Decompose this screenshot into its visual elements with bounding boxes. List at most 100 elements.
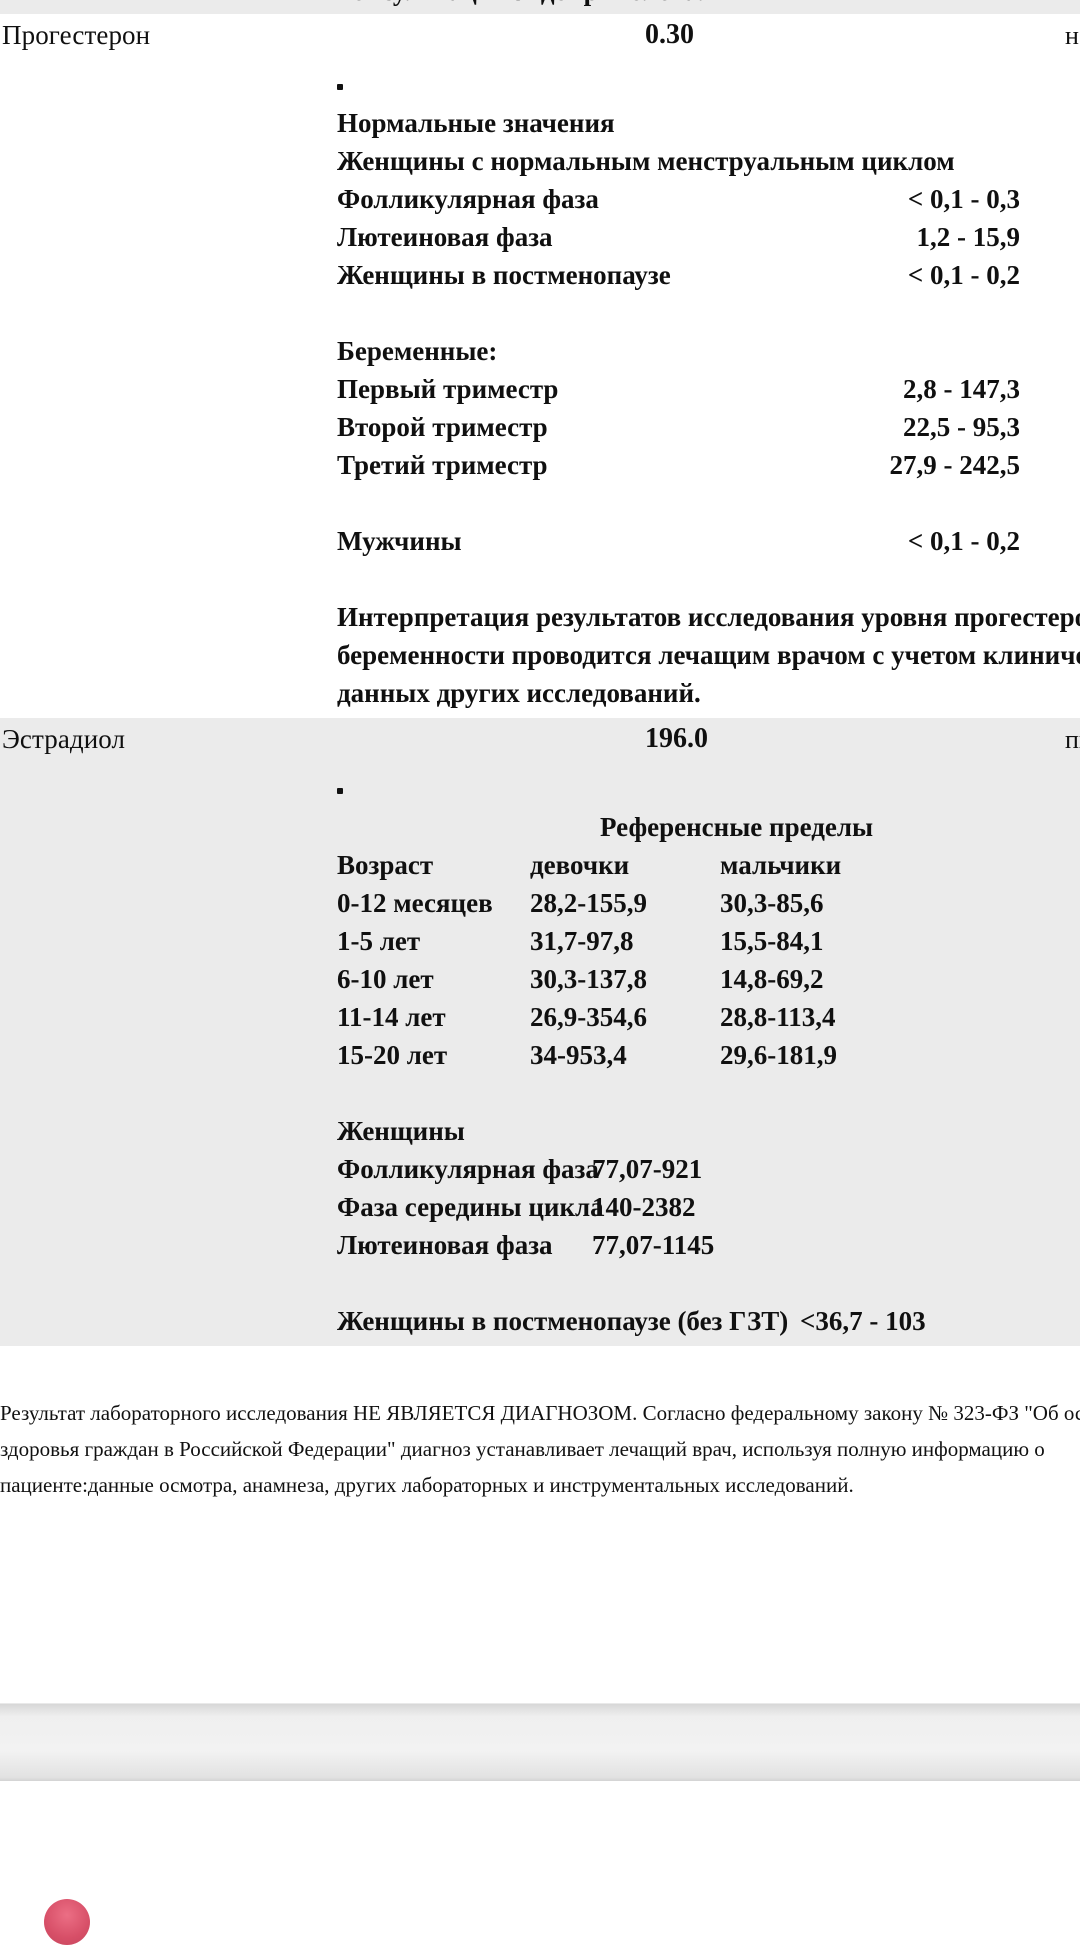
analyte-units: н [1065,21,1079,50]
comment-text-line: Нормальные значения [0,104,1080,142]
boys-cell: 14,8-69,2 [720,964,824,994]
clipped-top-text: консультация эндокринолога. [337,0,704,7]
comment-label: беременности проводится лечащим врачом с… [337,640,1080,670]
reference-range-row: Фолликулярная фаза 77,07-921 [0,1150,1080,1188]
comment-text-line: Беременные: [0,332,1080,370]
age-cell: 0-12 месяцев [337,888,493,918]
reference-range-value: 27,9 - 242,5 [889,450,1021,480]
disclaimer-line-1: Результат лабораторного исследования НЕ … [0,1401,1080,1425]
comment-label: Женщины [337,1116,465,1146]
reference-range-row: Лютеиновая фаза 77,07-1145 [0,1226,1080,1264]
analyte-units: пм [1065,725,1080,754]
age-cell: 6-10 лет [337,964,434,994]
report-scroll-viewport[interactable]: консультация эндокринолога. Прогестерон 0.… [0,0,1080,1700]
reference-range-value: 22,5 - 95,3 [903,412,1020,442]
age-cell: Возраст [337,850,434,880]
comment-text-line: Женщины с нормальным менструальным цикло… [0,142,1080,180]
reference-limits-heading: Референсные пределы [0,808,1080,846]
reference-range-value: 2,8 - 147,3 [903,374,1020,404]
disclaimer-line-3: пациенте:данные осмотра, анамнеза, други… [0,1473,854,1497]
comment-label: Женщины с нормальным менструальным цикло… [337,146,955,176]
reference-range-row: Лютеиновая фаза 1,2 - 15,9 [0,218,1080,256]
comment-text-line: беременности проводится лечащим врачом с… [0,636,1080,674]
age-reference-row: 0-12 месяцев 28,2-155,9 30,3-85,6 [0,884,1080,922]
disclaimer-line-2: здоровья граждан в Российской Федерации"… [0,1437,1045,1461]
comment-label: Интерпретация результатов исследования у… [337,602,1080,632]
age-reference-row: 1-5 лет 31,7-97,8 15,5-84,1 [0,922,1080,960]
bullet-dot-icon [337,84,343,90]
reference-range-label: Мужчины [337,526,462,556]
analyte-value: 196.0 [645,723,708,754]
boys-cell: 29,6-181,9 [720,1040,837,1070]
reference-range-row: Фаза середины цикла 140-2382 [0,1188,1080,1226]
reference-range-label: Первый триместр [337,374,559,404]
reference-range-value: < 0,1 - 0,2 [907,260,1020,290]
reference-range-value: <36,7 - 103 [800,1306,926,1336]
reference-range-row: Женщины в постменопаузе (без ГЗТ) <36,7 -… [0,1302,1080,1340]
comment-spacer [0,294,1080,332]
reference-range-row: Второй триместр 22,5 - 95,3 [0,408,1080,446]
boys-cell: 28,8-113,4 [720,1002,836,1032]
age-reference-row: 15-20 лет 34-953,4 29,6-181,9 [0,1036,1080,1074]
reference-range-label: Фаза середины цикла [337,1192,604,1222]
comment-top-padding [0,66,1080,104]
bullet-dot-icon [337,788,343,794]
age-reference-row: 6-10 лет 30,3-137,8 14,8-69,2 [0,960,1080,998]
record-button-icon[interactable] [44,1899,90,1945]
legal-disclaimer: Результат лабораторного исследования НЕ … [0,1395,1080,1503]
reference-range-value: < 0,1 - 0,3 [907,184,1020,214]
comment-spacer [0,1074,1080,1112]
clipped-top-line: консультация эндокринолога. [0,0,1080,14]
analyte-header: Эстрадиол 196.0 пм [0,718,1080,770]
analyte-row[interactable]: Эстрадиол 196.0 пм Референсные пределы Возра… [0,718,1080,1346]
reference-range-row: Женщины в постменопаузе < 0,1 - 0,2 [0,256,1080,294]
girls-cell: 34-953,4 [530,1040,627,1070]
reference-range-label: Фолликулярная фаза [337,184,599,214]
girls-cell: 30,3-137,8 [530,964,647,994]
reference-range-row: Третий триместр 27,9 - 242,5 [0,446,1080,484]
reference-range-label: Фолликулярная фаза [337,1154,599,1184]
analyte-name: Прогестерон [2,20,151,50]
lab-report-document: консультация эндокринолога. Прогестерон 0.… [0,0,1080,1346]
analyte-comment-block: Референсные пределы Возраст девочки мальчик… [0,770,1080,1346]
comment-spacer [0,560,1080,598]
reference-range-value: 1,2 - 15,9 [916,222,1021,252]
comment-label: Нормальные значения [337,108,615,138]
reference-range-label: Лютеиновая фаза [337,222,553,252]
section-divider-bar [0,1703,1080,1783]
analyte-row[interactable]: Прогестерон 0.30 н Нормальные значения Женщи… [0,14,1080,718]
girls-cell: девочки [530,850,630,880]
age-cell: 1-5 лет [337,926,421,956]
girls-cell: 26,9-354,6 [530,1002,647,1032]
comment-text-line: Женщины [0,1112,1080,1150]
reference-range-label: Лютеиновая фаза [337,1230,553,1260]
age-reference-row: Возраст девочки мальчики [0,846,1080,884]
boys-cell: 30,3-85,6 [720,888,824,918]
reference-range-label: Женщины в постменопаузе [337,260,671,290]
girls-cell: 28,2-155,9 [530,888,647,918]
boys-cell: мальчики [720,850,842,880]
reference-range-row: Мужчины < 0,1 - 0,2 [0,522,1080,560]
comment-spacer [0,1264,1080,1302]
reference-range-label: Третий триместр [337,450,548,480]
reference-range-row: Фолликулярная фаза < 0,1 - 0,3 [0,180,1080,218]
comment-text-line: данных других исследований. [0,674,1080,712]
analyte-comment-block: Нормальные значения Женщины с нормальным … [0,66,1080,718]
girls-cell: 31,7-97,8 [530,926,634,956]
reference-range-value: 77,07-921 [592,1154,703,1184]
comment-spacer [0,484,1080,522]
comment-label: данных других исследований. [337,678,701,708]
reference-range-row: Первый триместр 2,8 - 147,3 [0,370,1080,408]
reference-range-value: 140-2382 [592,1192,696,1222]
analyte-name: Эстрадиол [2,724,126,754]
reference-range-value: 77,07-1145 [592,1230,715,1260]
age-cell: 11-14 лет [337,1002,446,1032]
page-bottom-area [0,1781,1080,1920]
reference-range-label: Женщины в постменопаузе (без ГЗТ) [337,1306,789,1336]
boys-cell: 15,5-84,1 [720,926,824,956]
analyte-header: Прогестерон 0.30 н [0,14,1080,66]
comment-text-line: Интерпретация результатов исследования у… [0,598,1080,636]
comment-heading-label: Референсные пределы [600,812,874,842]
reference-range-label: Второй триместр [337,412,548,442]
